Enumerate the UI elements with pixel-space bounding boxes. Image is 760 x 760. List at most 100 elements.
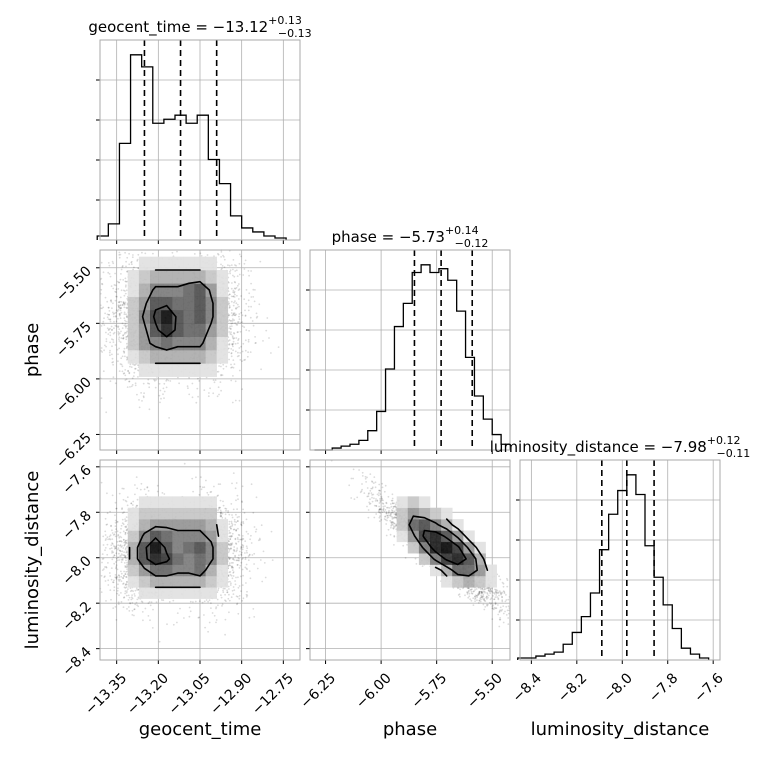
sample-point: [192, 601, 194, 603]
sample-point: [193, 253, 196, 255]
sample-point: [122, 547, 125, 549]
sample-point: [191, 477, 194, 480]
sample-point: [252, 511, 255, 514]
sample-point: [231, 532, 234, 535]
sample-point: [132, 363, 134, 366]
sample-point: [242, 274, 245, 276]
sample-point: [109, 380, 112, 383]
sample-point: [150, 601, 153, 603]
sample-point: [228, 550, 231, 552]
sample-point: [111, 494, 114, 497]
sample-point: [229, 527, 232, 530]
sample-point: [123, 543, 126, 546]
sample-point: [239, 564, 242, 567]
sample-point: [117, 306, 120, 308]
density-cell: [183, 256, 195, 271]
sample-point: [249, 351, 252, 353]
sample-point: [238, 354, 240, 357]
sample-point: [123, 511, 125, 514]
sample-point: [227, 347, 230, 350]
density-cell: [150, 363, 162, 377]
sample-point: [109, 341, 111, 344]
sample-point: [114, 567, 117, 570]
sample-point: [123, 575, 125, 577]
sample-point: [125, 320, 127, 323]
sample-point: [232, 312, 235, 315]
sample-point: [230, 352, 233, 354]
sample-point: [108, 538, 111, 540]
sample-point: [120, 330, 122, 333]
density-cell: [205, 350, 217, 364]
sample-point: [226, 591, 229, 594]
sample-point: [128, 263, 131, 266]
density-cell: [216, 283, 229, 297]
sample-point: [114, 272, 116, 275]
sample-point: [126, 358, 128, 361]
density-cell: [216, 323, 229, 337]
sample-point: [115, 320, 118, 323]
sample-point: [197, 395, 200, 398]
sample-point: [118, 307, 121, 310]
sample-point: [111, 328, 113, 331]
sample-point: [101, 561, 103, 564]
sample-point: [136, 487, 139, 490]
sample-point: [111, 338, 113, 340]
sample-point: [115, 619, 118, 621]
sample-point: [244, 339, 247, 342]
density-cell: [183, 350, 195, 364]
sample-point: [129, 602, 132, 605]
density-cell: [127, 530, 140, 543]
sample-point: [112, 363, 114, 366]
sample-point: [236, 494, 239, 497]
sample-point: [113, 547, 116, 550]
density-cell: [216, 575, 229, 588]
sample-point: [163, 390, 166, 393]
sample-point: [124, 518, 126, 520]
sample-point: [257, 539, 260, 542]
density-cell: [172, 363, 184, 377]
sample-point: [106, 316, 109, 319]
sample-point: [203, 389, 206, 391]
sample-point: [219, 514, 222, 517]
sample-point: [158, 382, 161, 385]
sample-point: [238, 594, 241, 597]
sample-point: [233, 312, 236, 315]
sample-point: [116, 521, 119, 523]
density-cell: [138, 310, 151, 324]
sample-point: [231, 335, 234, 338]
sample-point: [161, 492, 164, 494]
density-cell: [172, 587, 184, 599]
sample-point: [248, 553, 251, 556]
sample-point: [120, 540, 122, 542]
sample-point: [229, 571, 232, 573]
sample-point: [228, 548, 230, 550]
sample-point: [167, 379, 170, 382]
sample-point: [121, 545, 123, 547]
density-cell: [138, 323, 151, 337]
sample-point: [118, 314, 121, 317]
sample-point: [228, 530, 231, 532]
sample-point: [230, 322, 233, 325]
sample-point: [233, 314, 236, 317]
density-cell: [127, 323, 140, 337]
sample-point: [224, 618, 227, 621]
sample-point: [233, 275, 236, 278]
sample-point: [146, 486, 149, 488]
sample-point: [232, 558, 234, 560]
sample-point: [230, 264, 233, 266]
sample-point: [235, 521, 238, 524]
sample-point: [101, 283, 104, 286]
sample-point: [228, 558, 231, 560]
sample-point: [228, 331, 231, 333]
sample-point: [231, 314, 234, 317]
sample-point: [126, 581, 128, 583]
sample-point: [241, 568, 244, 571]
sample-point: [135, 601, 138, 604]
sample-point: [237, 557, 240, 559]
sample-point: [109, 547, 111, 550]
sample-point: [101, 569, 104, 571]
sample-point: [131, 256, 134, 259]
sample-point: [111, 550, 113, 553]
sample-point: [249, 538, 252, 541]
sample-point: [124, 548, 127, 551]
